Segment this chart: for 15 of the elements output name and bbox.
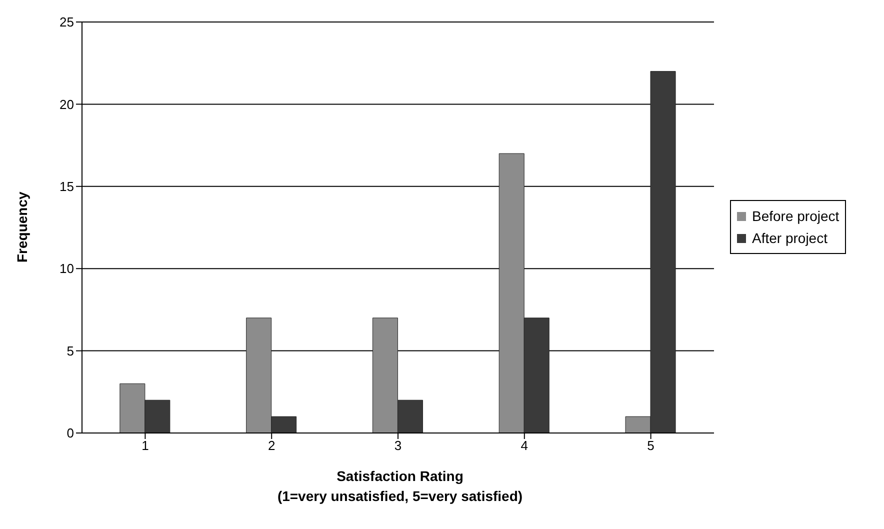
y-tick-label: 15 bbox=[60, 179, 74, 194]
y-tick-label: 20 bbox=[60, 96, 74, 112]
x-tick-label: 1 bbox=[142, 438, 149, 454]
x-tick-label: 5 bbox=[647, 438, 654, 454]
x-axis-title: Satisfaction Rating (1=very unsatisfied, 5=very satisfied) bbox=[276, 467, 524, 506]
y-axis-title: Frequency bbox=[14, 191, 30, 262]
y-tick-label: 5 bbox=[66, 343, 74, 358]
y-tick-label: 10 bbox=[60, 261, 74, 276]
y-tick-label: 0 bbox=[66, 426, 74, 441]
x-tick-label: 3 bbox=[394, 438, 402, 454]
y-tick-label: 25 bbox=[60, 14, 74, 30]
legend-label: Before project bbox=[752, 207, 840, 226]
x-tick-label: 4 bbox=[520, 438, 528, 454]
x-tick-label: 2 bbox=[268, 438, 276, 454]
legend-label: After project bbox=[752, 229, 828, 248]
